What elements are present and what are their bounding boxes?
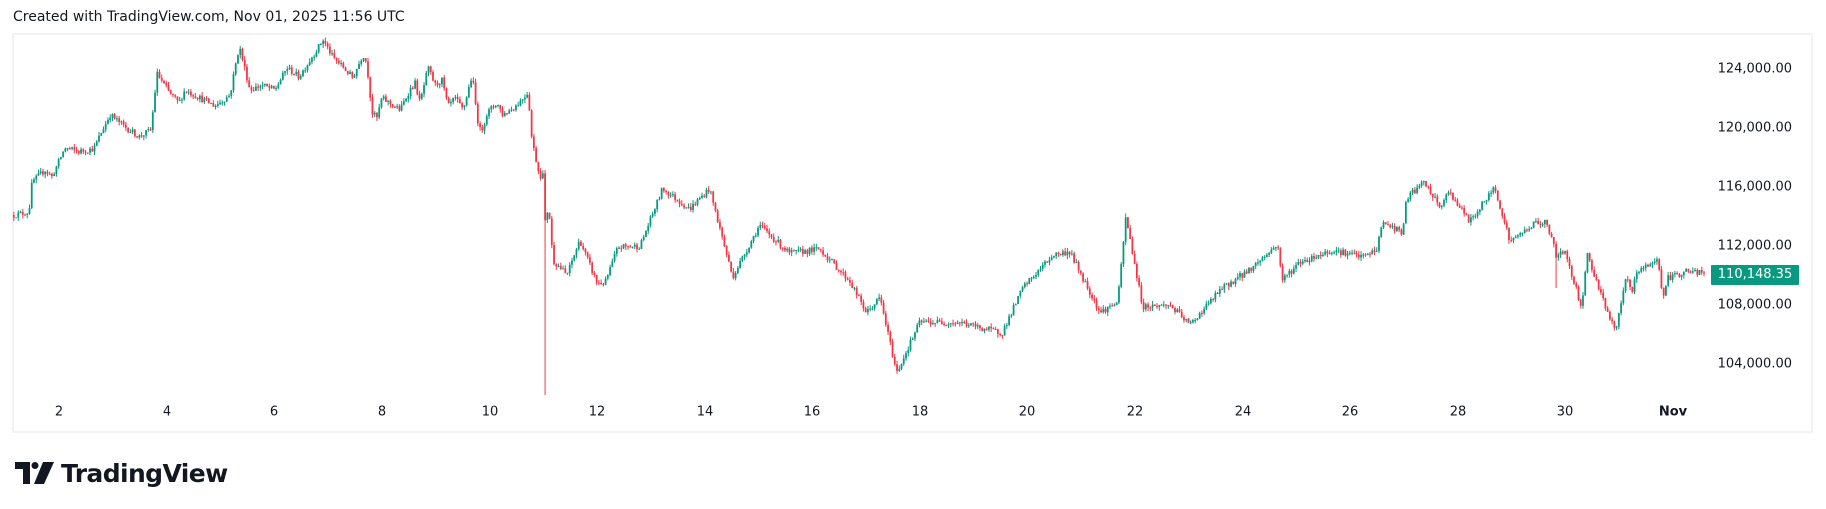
time-label: 14: [696, 404, 714, 420]
time-label: 4: [162, 404, 172, 420]
price-label: 104,000.00: [1717, 356, 1792, 372]
time-label: 22: [1126, 404, 1144, 420]
created-with-caption: Created with TradingView.com, Nov 01, 20…: [13, 9, 405, 25]
time-label: 18: [911, 404, 929, 420]
time-label: 24: [1234, 404, 1252, 420]
time-label: 12: [588, 404, 606, 420]
price-label: 116,000.00: [1717, 179, 1792, 195]
time-label-month: Nov: [1658, 404, 1688, 420]
time-label: 26: [1341, 404, 1359, 420]
price-label: 124,000.00: [1717, 61, 1792, 77]
tradingview-logo-icon: [15, 462, 54, 484]
time-label: 16: [803, 404, 821, 420]
chart-frame[interactable]: [12, 33, 1813, 433]
time-label: 6: [269, 404, 279, 420]
time-label: 30: [1556, 404, 1574, 420]
time-label: 2: [54, 404, 64, 420]
last-price-tag: 110,148.35: [1711, 265, 1799, 285]
tradingview-logo-text: TradingView: [61, 458, 228, 488]
tradingview-logo[interactable]: TradingView: [15, 458, 228, 488]
time-label: 10: [481, 404, 499, 420]
price-label: 112,000.00: [1717, 238, 1792, 254]
price-label: 108,000.00: [1717, 297, 1792, 313]
price-label: 120,000.00: [1717, 120, 1792, 136]
time-label: 8: [377, 404, 387, 420]
time-label: 20: [1018, 404, 1036, 420]
time-label: 28: [1449, 404, 1467, 420]
